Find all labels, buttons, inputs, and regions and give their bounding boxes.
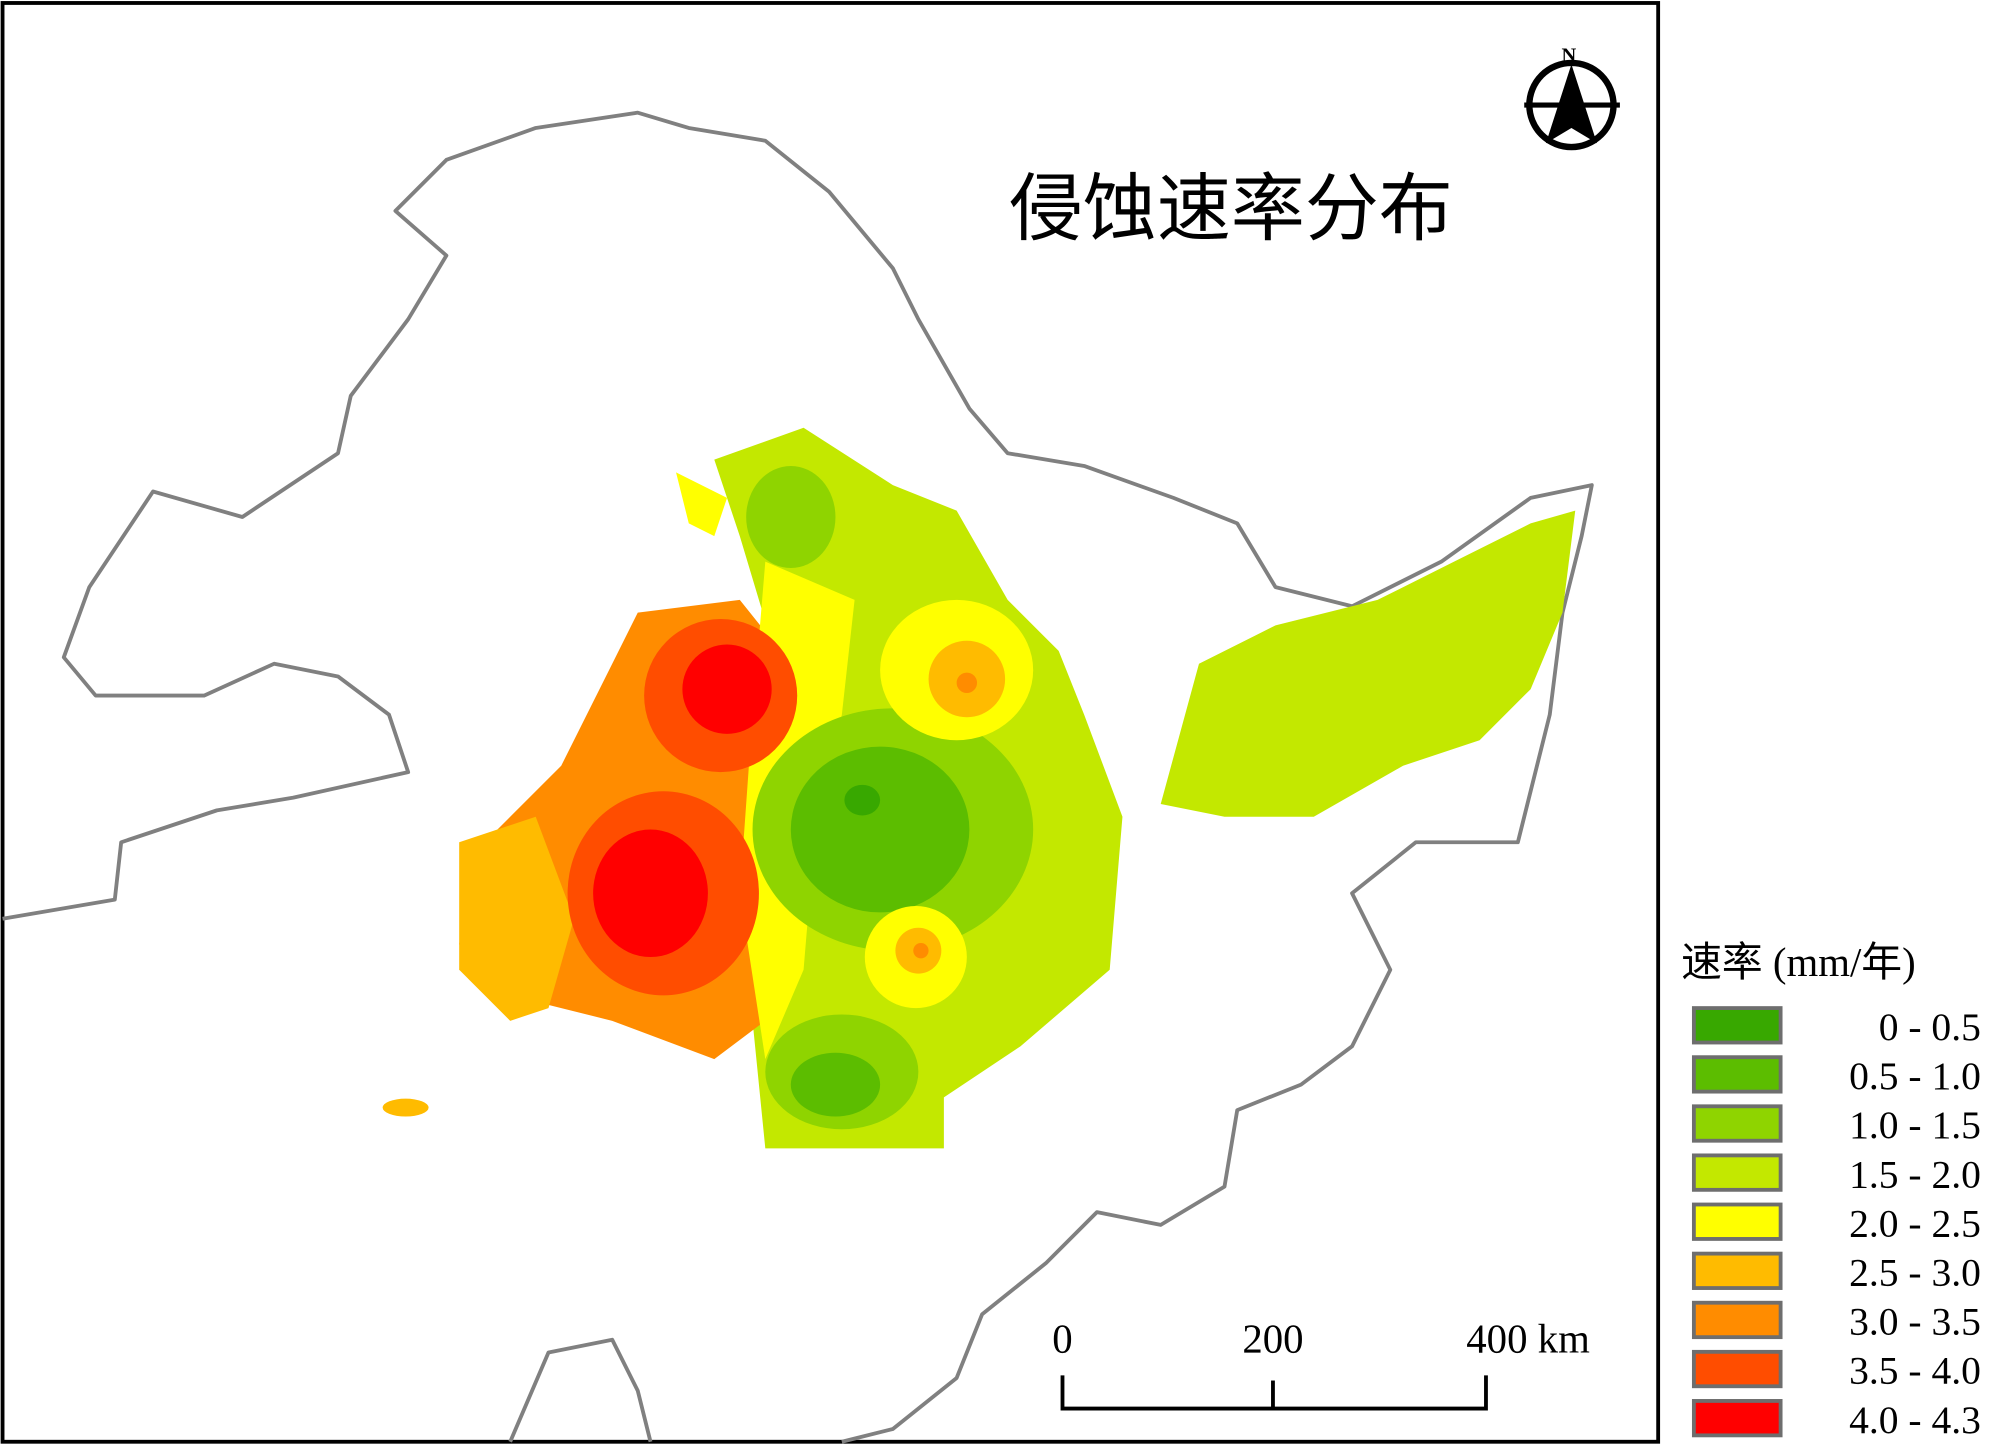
rate-area: [593, 829, 708, 958]
legend-label: 2.5 - 3.0: [1849, 1251, 1981, 1295]
boundaries: [2, 110, 1594, 1444]
legend-label: 2.0 - 2.5: [1849, 1201, 1981, 1245]
rate-area: [682, 644, 772, 734]
erosion-rate-areas: [382, 427, 1576, 1149]
legend-swatch: [1691, 1300, 1783, 1340]
rate-area: [844, 784, 881, 816]
legend-swatch: [1691, 1006, 1783, 1045]
scale-bar: 0 200 400 km: [1052, 1316, 1590, 1411]
coast-boundary: [508, 1337, 653, 1443]
rate-area: [746, 465, 836, 569]
legend-label: 3.5 - 4.0: [1849, 1349, 1981, 1393]
north-arrow: N: [1524, 45, 1620, 151]
legend-swatch: [1691, 1349, 1783, 1389]
rate-area: [1160, 510, 1576, 817]
scale-label: 0: [1052, 1316, 1072, 1361]
rate-area: [913, 943, 929, 959]
map-title: 侵蚀速率分布: [1009, 169, 1453, 251]
legend-label: 1.5 - 2.0: [1849, 1152, 1981, 1196]
rate-area: [790, 746, 970, 913]
legend-title: 速率 (mm/年): [1681, 940, 1916, 985]
legend-swatch: [1691, 1202, 1783, 1241]
legend-swatch: [1691, 1399, 1783, 1438]
legend-label: 0 - 0.5: [1879, 1005, 1981, 1049]
legend: 0 - 0.5 0.5 - 1.0 1.0 - 1.5 1.5 - 2.0 2.0 - …: [1691, 1005, 1981, 1442]
region-boundary: [2, 110, 1594, 1444]
rate-area: [382, 1098, 429, 1117]
rate-area: [676, 472, 728, 537]
legend-swatch: [1691, 1055, 1783, 1094]
north-label: N: [1562, 45, 1577, 67]
legend-swatch: [1691, 1104, 1783, 1143]
scale-label: 200: [1242, 1316, 1303, 1361]
rate-area: [790, 1052, 881, 1117]
rate-area: [459, 816, 574, 1021]
rate-area: [956, 672, 978, 694]
legend-swatch: [1691, 1251, 1783, 1290]
legend-label: 4.0 - 4.3: [1849, 1398, 1981, 1442]
legend-label: 0.5 - 1.0: [1849, 1054, 1981, 1098]
legend-label: 1.0 - 1.5: [1849, 1103, 1981, 1147]
legend-label: 3.0 - 3.5: [1849, 1300, 1981, 1344]
scale-label: 400 km: [1466, 1316, 1590, 1361]
legend-swatch: [1691, 1153, 1783, 1192]
